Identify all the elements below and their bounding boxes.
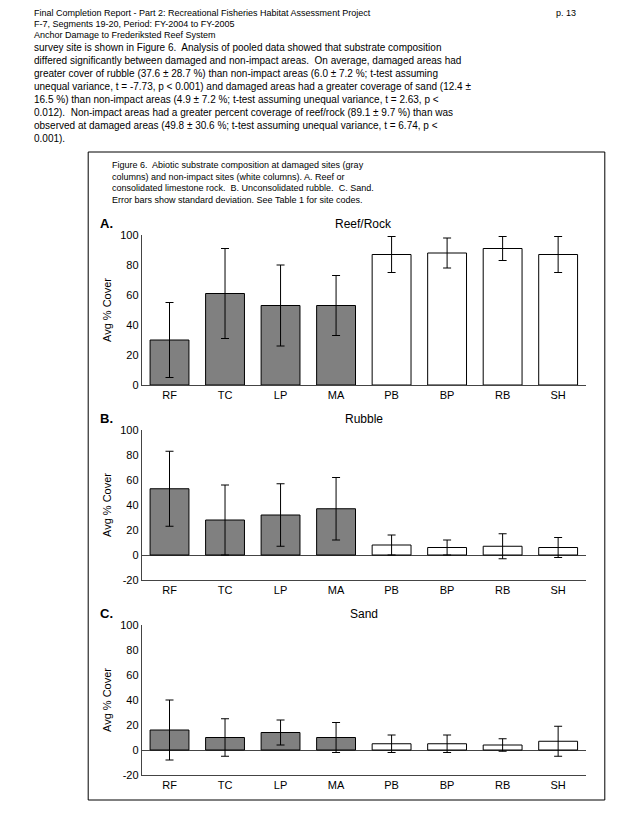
svg-text:RF: RF bbox=[162, 389, 177, 401]
svg-text:40: 40 bbox=[126, 694, 138, 706]
svg-text:MA: MA bbox=[328, 779, 345, 791]
svg-text:80: 80 bbox=[126, 259, 138, 271]
svg-text:100: 100 bbox=[120, 229, 138, 241]
svg-text:MA: MA bbox=[328, 584, 345, 596]
svg-text:TC: TC bbox=[218, 779, 233, 791]
svg-text:Figure 6. Abiotic substrate c: Figure 6. Abiotic substrate composition … bbox=[112, 160, 374, 205]
svg-text:BP: BP bbox=[440, 584, 455, 596]
svg-text:MA: MA bbox=[328, 389, 345, 401]
svg-text:Reef/Rock: Reef/Rock bbox=[335, 217, 392, 231]
svg-text:80: 80 bbox=[126, 644, 138, 656]
svg-text:60: 60 bbox=[126, 289, 138, 301]
svg-text:BP: BP bbox=[440, 389, 455, 401]
svg-text:0: 0 bbox=[132, 549, 138, 561]
svg-text:RF: RF bbox=[162, 584, 177, 596]
svg-text:LP: LP bbox=[274, 779, 287, 791]
svg-text:LP: LP bbox=[274, 584, 287, 596]
svg-text:60: 60 bbox=[126, 669, 138, 681]
svg-text:A.: A. bbox=[100, 216, 113, 231]
svg-text:LP: LP bbox=[274, 389, 287, 401]
svg-text:Avg % Cover: Avg % Cover bbox=[101, 473, 113, 537]
svg-text:80: 80 bbox=[126, 449, 138, 461]
svg-text:20: 20 bbox=[126, 524, 138, 536]
svg-text:F-7, Segments 19-20, Period: F: F-7, Segments 19-20, Period: FY-2004 to … bbox=[34, 19, 234, 29]
svg-text:C.: C. bbox=[100, 606, 113, 621]
svg-text:Avg % Cover: Avg % Cover bbox=[101, 668, 113, 732]
svg-text:B.: B. bbox=[100, 411, 113, 426]
svg-text:survey site is shown in Figure: survey site is shown in Figure 6. Analys… bbox=[34, 42, 471, 144]
svg-text:RB: RB bbox=[495, 779, 510, 791]
svg-text:PB: PB bbox=[384, 389, 399, 401]
svg-text:20: 20 bbox=[126, 349, 138, 361]
svg-text:SH: SH bbox=[550, 584, 565, 596]
svg-text:40: 40 bbox=[126, 319, 138, 331]
svg-text:60: 60 bbox=[126, 474, 138, 486]
svg-text:20: 20 bbox=[126, 719, 138, 731]
svg-text:Final Completion Report - Part: Final Completion Report - Part 2: Recrea… bbox=[34, 8, 371, 18]
svg-text:RB: RB bbox=[495, 389, 510, 401]
svg-text:100: 100 bbox=[120, 619, 138, 631]
svg-text:RF: RF bbox=[162, 779, 177, 791]
svg-text:0: 0 bbox=[132, 379, 138, 391]
svg-text:BP: BP bbox=[440, 779, 455, 791]
svg-text:Rubble: Rubble bbox=[345, 412, 383, 426]
svg-text:-20: -20 bbox=[123, 574, 139, 586]
svg-text:Sand: Sand bbox=[350, 607, 378, 621]
svg-text:PB: PB bbox=[384, 584, 399, 596]
svg-text:PB: PB bbox=[384, 779, 399, 791]
svg-text:100: 100 bbox=[120, 424, 138, 436]
svg-text:TC: TC bbox=[218, 389, 233, 401]
svg-text:Anchor Damage to Frederiksted: Anchor Damage to Frederiksted Reef Syste… bbox=[34, 30, 216, 40]
svg-text:40: 40 bbox=[126, 499, 138, 511]
svg-text:Avg % Cover: Avg % Cover bbox=[101, 278, 113, 342]
svg-text:RB: RB bbox=[495, 584, 510, 596]
svg-text:p. 13: p. 13 bbox=[556, 8, 576, 18]
svg-text:0: 0 bbox=[132, 744, 138, 756]
svg-text:-20: -20 bbox=[123, 769, 139, 781]
svg-text:SH: SH bbox=[550, 389, 565, 401]
svg-text:TC: TC bbox=[218, 584, 233, 596]
svg-text:SH: SH bbox=[550, 779, 565, 791]
